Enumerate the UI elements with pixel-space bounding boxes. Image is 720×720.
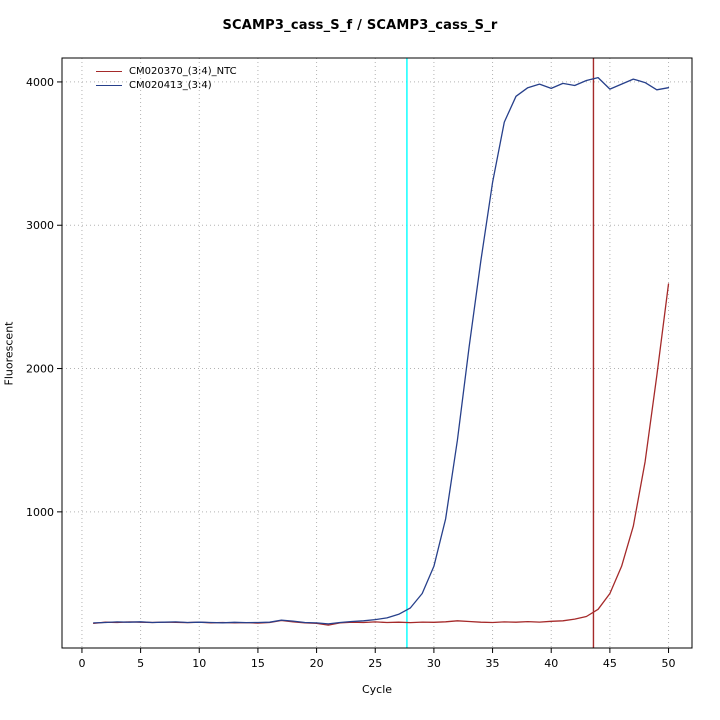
x-axis-label: Cycle [361,683,393,696]
x-tick-label: 50 [662,657,676,670]
x-tick-label: 20 [310,657,324,670]
x-tick-label: 10 [192,657,206,670]
x-tick-label: 30 [427,657,441,670]
legend: CM020370_(3:4)_NTC CM020413_(3:4) [96,64,237,92]
x-tick-label: 45 [603,657,617,670]
x-tick-label: 25 [368,657,382,670]
y-tick-label: 2000 [26,363,54,376]
legend-line-blue [96,84,122,86]
series-line-1 [93,76,670,625]
y-axis-label: Fluorescent [2,321,16,386]
y-tick-label: 3000 [26,219,54,232]
x-tick-label: 15 [251,657,265,670]
chart-title: SCAMP3_cass_S_f / SCAMP3_cass_S_r [222,18,498,33]
plot-border [61,57,693,649]
y-tick-label: 4000 [26,76,54,89]
x-tick-label: 5 [137,657,144,670]
x-tick-label: 35 [486,657,500,670]
x-tick-label: 40 [544,657,558,670]
legend-line-red [96,70,122,72]
x-tick-label: 0 [78,657,85,670]
y-tick-label: 1000 [26,506,54,519]
series-line-0 [93,283,670,626]
legend-label-ntc: CM020370_(3:4)_NTC [129,65,237,77]
legend-item-ntc: CM020370_(3:4)_NTC [96,64,237,78]
legend-label-sample: CM020413_(3:4) [129,79,212,91]
legend-item-sample: CM020413_(3:4) [96,78,237,92]
